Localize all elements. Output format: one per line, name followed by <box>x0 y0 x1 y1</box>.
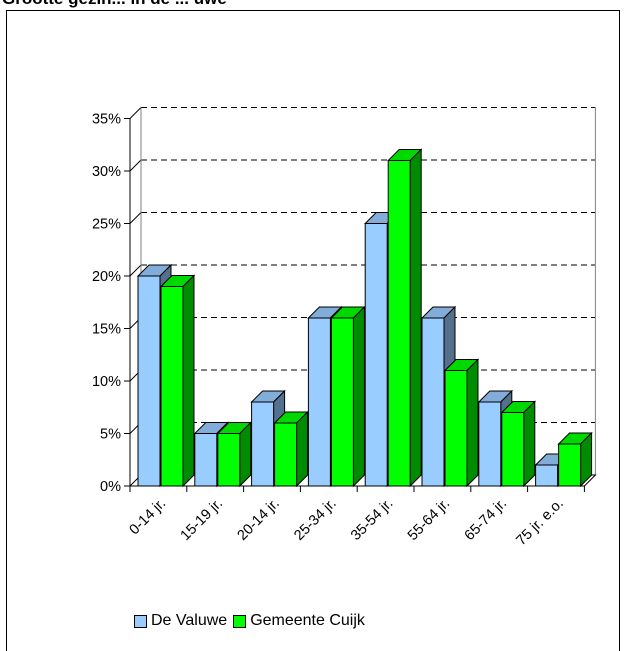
gridline-side <box>129 159 142 172</box>
legend-item-series-1: De Valuwe <box>134 612 227 630</box>
y-tick-label: 5% <box>100 427 121 443</box>
x-tick-label: 15-19 jr. <box>178 496 226 544</box>
bar-1-2 <box>274 422 298 487</box>
bar-side-1-5 <box>466 358 479 488</box>
x-tick-labels: 0-14 jr. 15-19 jr. 20-14 jr. 25-34 jr. 35-54… <box>127 496 567 549</box>
bar-1-4 <box>387 160 411 487</box>
bar-0-4 <box>364 223 388 487</box>
bars <box>136 148 593 488</box>
bar-0-2 <box>251 401 275 487</box>
bar-0-5 <box>421 317 445 487</box>
bar-side-1-4 <box>409 148 422 488</box>
legend-swatch-series-2 <box>233 614 247 628</box>
bar-side-1-1 <box>239 421 252 488</box>
chart-frame <box>6 10 620 651</box>
bar-0-6 <box>478 401 502 487</box>
bar-0-1 <box>194 433 218 487</box>
x-tick-label: 55-64 jr. <box>405 496 453 544</box>
legend: De Valuwe Gemeente Cuijk <box>134 612 371 630</box>
y-tick-label: 20% <box>92 269 121 285</box>
legend-label-series-2: Gemeente Cuijk <box>250 612 365 629</box>
x-tick-label: 0-14 jr. <box>127 496 170 539</box>
gridline-side <box>129 264 142 277</box>
y-tick-label: 25% <box>92 217 121 233</box>
y-tick-label: 35% <box>92 112 121 128</box>
y-tick-label: 30% <box>92 164 121 180</box>
legend-item-series-2: Gemeente Cuijk <box>233 612 365 630</box>
bar-1-5 <box>444 370 468 487</box>
y-tick-label: 0% <box>100 479 121 495</box>
bar-side-1-3 <box>352 305 365 488</box>
gridline-side <box>129 212 142 224</box>
bar-1-3 <box>330 317 354 487</box>
bar-side-1-0 <box>182 274 195 488</box>
legend-swatch-series-1 <box>134 614 147 628</box>
legend-label-series-1: De Valuwe <box>151 612 228 629</box>
bar-side-1-6 <box>523 400 536 488</box>
bar-0-0 <box>137 275 161 487</box>
gridline-side <box>129 107 142 119</box>
x-tick-label: 35-54 jr. <box>348 496 396 544</box>
bar-chart: 0% 5% 10% 15% 20% 25% 30% 35% 0-14 jr. 15-19 jr.… <box>92 107 597 549</box>
bar-0-7 <box>535 464 559 487</box>
bar-0-3 <box>307 317 331 487</box>
x-tick-label: 75 jr. e.o. <box>513 496 566 549</box>
chart-title: Grootte gezin... in de ... uwe <box>2 0 227 9</box>
y-tick-label: 15% <box>92 322 121 338</box>
y-tick-label: 10% <box>92 374 121 390</box>
bar-1-0 <box>160 286 184 487</box>
bar-1-1 <box>217 433 241 487</box>
bar-1-6 <box>501 412 525 487</box>
bar-1-7 <box>558 443 582 487</box>
x-tick-label: 20-14 jr. <box>234 496 282 544</box>
y-tick-labels: 0% 5% 10% 15% 20% 25% 30% 35% <box>92 112 121 496</box>
bar-side-1-2 <box>296 410 309 488</box>
x-tick-label: 25-34 jr. <box>291 496 339 544</box>
x-tick-label: 65-74 jr. <box>462 496 510 544</box>
